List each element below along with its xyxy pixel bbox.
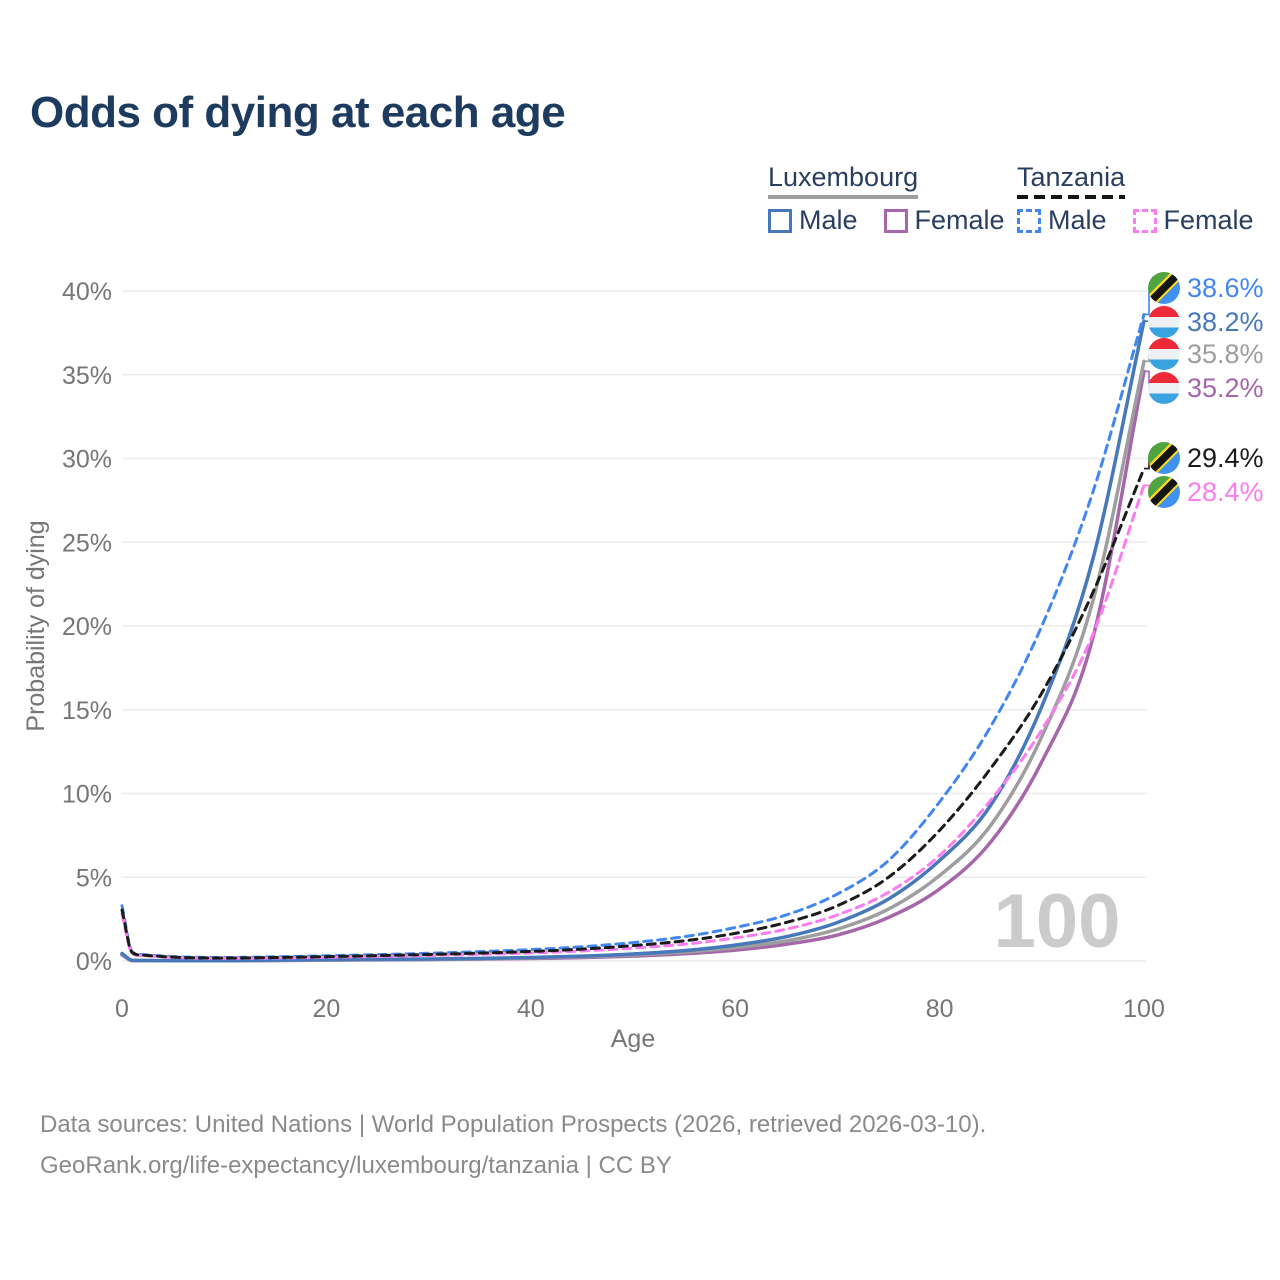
series-line-tanzania-male[interactable] — [120, 312, 1146, 959]
tanzania-flag-icon — [1148, 272, 1180, 304]
legend-country-tanzania[interactable]: Tanzania — [1017, 162, 1126, 199]
age-watermark: 100 — [994, 879, 1121, 964]
y-tick-label: 5% — [76, 864, 112, 892]
tanzania-flag-icon — [1148, 476, 1180, 508]
end-value-tanzania-female: 28.4% — [1187, 476, 1264, 507]
legend-item-tanzania-male[interactable]: Male — [1017, 205, 1107, 236]
end-value-tanzania-both: 29.4% — [1187, 442, 1264, 473]
legend-label-tanzania-female: Female — [1163, 205, 1254, 235]
y-tick-label: 0% — [76, 948, 112, 976]
footer-attribution: GeoRank.org/life-expectancy/luxembourg/t… — [40, 1152, 672, 1179]
end-value-tanzania-male: 38.6% — [1187, 272, 1264, 303]
series-line-luxembourg-male[interactable] — [120, 319, 1146, 963]
luxembourg-male-swatch-icon — [768, 208, 792, 233]
luxembourg-female-swatch-icon — [883, 208, 908, 233]
x-tick-label: 0 — [115, 995, 129, 1023]
x-tick-label: 20 — [312, 995, 340, 1023]
footer: Data sources: United Nations | World Pop… — [40, 1104, 986, 1186]
end-value-luxembourg-female: 35.2% — [1187, 372, 1264, 403]
legend-label-tanzania-male: Male — [1048, 205, 1107, 235]
tanzania-male-swatch-icon — [1017, 208, 1041, 233]
legend-label-luxembourg-male: Male — [799, 205, 858, 235]
series-line-luxembourg-both[interactable] — [120, 359, 1146, 963]
end-label-luxembourg-both: 35.8% — [1148, 337, 1264, 371]
x-tick-label: 60 — [721, 995, 749, 1023]
y-tick-label: 35% — [62, 362, 112, 390]
x-tick-label: 100 — [1123, 995, 1165, 1023]
end-label-tanzania-male: 38.6% — [1148, 271, 1264, 305]
y-tick-label: 10% — [62, 781, 112, 809]
legend-label-luxembourg-female: Female — [914, 205, 1005, 235]
legend-group-tanzania: Tanzania Male Female — [1017, 162, 1254, 236]
x-tick-label: 40 — [517, 995, 545, 1023]
series-lines — [120, 312, 1146, 963]
luxembourg-flag-icon — [1148, 372, 1180, 404]
page-title: Odds of dying at each age — [30, 88, 566, 137]
gridlines — [122, 290, 1147, 962]
legend-item-luxembourg-female[interactable]: Female — [883, 205, 1005, 236]
end-label-tanzania-female: 28.4% — [1148, 475, 1264, 509]
series-line-tanzania-female[interactable] — [120, 483, 1146, 960]
y-tick-label: 40% — [62, 278, 112, 306]
legend-item-tanzania-female[interactable]: Female — [1132, 205, 1254, 236]
y-tick-label: 30% — [62, 446, 112, 474]
footer-data-sources: Data sources: United Nations | World Pop… — [40, 1111, 987, 1138]
tanzania-female-swatch-icon — [1132, 208, 1157, 233]
end-label-tanzania-both: 29.4% — [1148, 441, 1264, 475]
luxembourg-flag-icon — [1148, 306, 1180, 338]
x-tick-label: 80 — [926, 995, 954, 1023]
series-line-tanzania-both[interactable] — [120, 467, 1146, 960]
tanzania-flag-icon — [1148, 442, 1180, 474]
x-axis-title: Age — [611, 1025, 655, 1053]
y-tick-label: 20% — [62, 613, 112, 641]
legend-group-luxembourg: Luxembourg Male Female — [768, 162, 1005, 236]
end-value-luxembourg-both: 35.8% — [1187, 338, 1264, 369]
y-tick-label: 25% — [62, 529, 112, 557]
y-axis-title: Probability of dying — [22, 520, 50, 731]
legend-item-luxembourg-male[interactable]: Male — [768, 205, 858, 236]
luxembourg-flag-icon — [1148, 338, 1180, 370]
end-value-luxembourg-male: 38.2% — [1187, 306, 1264, 337]
legend-country-luxembourg[interactable]: Luxembourg — [768, 162, 919, 199]
axis-ticks: 0% 5% 10% 15% 20% 25% 30% 35% 40% 0 20 40 60 80 100 — [62, 278, 1165, 1023]
end-label-luxembourg-male: 38.2% — [1148, 305, 1264, 339]
series-line-luxembourg-female[interactable] — [120, 369, 1146, 963]
y-tick-label: 15% — [62, 697, 112, 725]
end-label-luxembourg-female: 35.2% — [1148, 371, 1264, 405]
